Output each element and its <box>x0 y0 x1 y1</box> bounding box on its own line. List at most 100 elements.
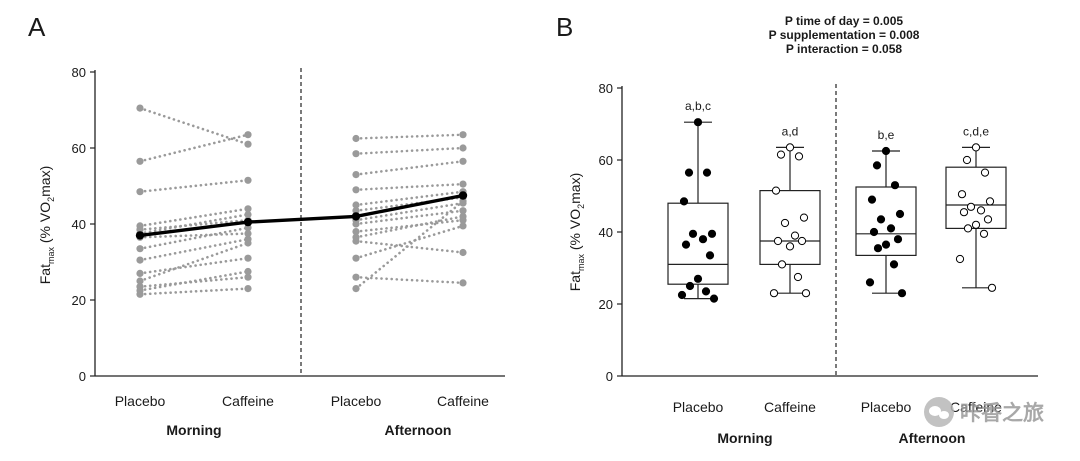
mean-point <box>135 231 145 240</box>
watermark: 咔香之旅 <box>924 397 1044 427</box>
group-label-b-afternoon: Afternoon <box>899 430 966 446</box>
data-point <box>890 181 900 190</box>
significance-label: a,d <box>782 124 799 138</box>
subject-point <box>244 267 252 276</box>
subject-line-afternoon <box>354 182 465 192</box>
data-point <box>793 272 803 282</box>
subject-line-morning <box>138 256 250 275</box>
subject-line-afternoon <box>354 215 465 239</box>
subject-point <box>136 269 144 277</box>
data-point <box>794 152 804 161</box>
data-point <box>709 294 719 303</box>
stats-line: P supplementation = 0.008 <box>769 28 920 42</box>
subject-line-morning <box>138 133 250 163</box>
subject-line-morning <box>138 106 250 146</box>
ylabel-part: max) <box>37 166 53 197</box>
subject-line-morning <box>138 207 250 228</box>
wechat-icon <box>924 397 954 427</box>
subject-point <box>459 207 467 215</box>
data-point <box>780 218 790 228</box>
data-point <box>897 289 907 298</box>
data-point <box>799 213 809 222</box>
data-point <box>702 168 712 177</box>
data-point <box>685 281 695 291</box>
data-point <box>873 244 883 253</box>
subject-line-morning <box>138 287 250 296</box>
data-point <box>886 224 896 233</box>
y-tick-label-a: 40 <box>72 217 86 232</box>
subject-point <box>244 176 252 184</box>
significance-label: c,d,e <box>963 124 989 138</box>
stats-line: P interaction = 0.058 <box>786 42 902 56</box>
subject-line-morning <box>138 237 250 262</box>
box <box>667 202 729 285</box>
watermark-text: 咔香之旅 <box>960 401 1044 425</box>
y-tick-label-b: 40 <box>599 225 613 240</box>
x-category-label-b: Caffeine <box>764 399 816 415</box>
subject-line-afternoon <box>354 224 465 260</box>
subject-point <box>459 248 467 257</box>
subject-point <box>244 140 252 148</box>
data-point <box>679 197 689 206</box>
data-point <box>895 209 905 219</box>
mean-point <box>243 217 253 227</box>
y-tick-label-b: 0 <box>606 369 613 384</box>
data-point <box>966 202 976 211</box>
subject-line-afternoon <box>354 146 465 155</box>
significance-label: a,b,c <box>685 99 711 113</box>
mean-line <box>139 193 464 238</box>
ylabel-part: 2 <box>46 197 56 202</box>
box <box>945 166 1007 229</box>
y-tick-label-a: 80 <box>72 65 86 80</box>
data-point <box>881 146 891 156</box>
data-point <box>773 236 783 246</box>
significance-label: b,e <box>878 128 895 142</box>
data-point <box>693 274 703 283</box>
data-point <box>983 215 993 224</box>
subject-point <box>459 180 467 188</box>
data-point <box>867 195 877 204</box>
data-point <box>681 240 691 249</box>
ylabel-part: Fat <box>567 271 583 291</box>
y-tick-label-b: 20 <box>599 297 613 312</box>
subject-point <box>136 104 144 112</box>
data-point <box>776 150 786 159</box>
data-point <box>785 143 795 152</box>
x-category-label-a: Placebo <box>115 393 166 409</box>
y-axis-title-a: Fatmax (% VO2max) <box>37 166 56 285</box>
data-point <box>881 240 891 249</box>
subject-point <box>136 277 144 285</box>
subject-point <box>244 229 252 238</box>
data-point <box>962 155 972 165</box>
subject-point <box>136 245 144 253</box>
subject-point <box>244 254 252 262</box>
subject-point <box>352 134 360 143</box>
subject-line-morning <box>138 275 250 289</box>
subject-point <box>459 279 467 287</box>
y-tick-label-a: 60 <box>72 141 86 156</box>
data-point <box>959 208 969 217</box>
data-point <box>688 229 698 238</box>
data-point <box>979 229 989 238</box>
data-point <box>777 260 787 269</box>
subject-point <box>136 256 144 264</box>
ylabel-part: max) <box>567 173 583 204</box>
ylabel-part: Fat <box>37 264 53 284</box>
subject-point <box>352 201 360 209</box>
group-label-b-morning: Morning <box>717 430 772 446</box>
subject-point <box>459 222 467 230</box>
subject-point <box>352 237 360 245</box>
data-point <box>963 224 973 233</box>
subject-line-morning <box>138 213 250 235</box>
data-point <box>790 231 800 240</box>
subject-point <box>459 197 467 205</box>
panel-label-a: A <box>28 12 46 42</box>
data-point <box>677 290 687 300</box>
data-point <box>693 118 703 127</box>
data-point <box>872 161 882 170</box>
subject-point <box>244 239 252 247</box>
data-point <box>684 168 694 177</box>
subject-point <box>459 212 467 220</box>
data-point <box>980 168 990 177</box>
